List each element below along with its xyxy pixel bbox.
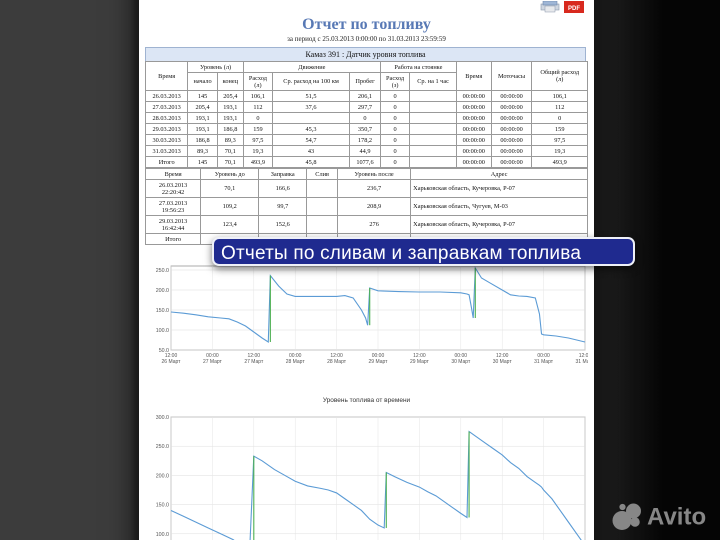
svg-text:100.0: 100.0 [156, 532, 169, 538]
svg-text:29 Март: 29 Март [369, 359, 389, 365]
svg-text:30 Март: 30 Март [451, 359, 471, 365]
svg-text:Avito: Avito [647, 504, 706, 531]
svg-text:28 Март: 28 Март [327, 359, 347, 365]
svg-text:200.0: 200.0 [156, 473, 169, 479]
svg-text:200.0: 200.0 [156, 288, 169, 294]
svg-text:150.0: 150.0 [156, 308, 169, 314]
svg-text:31 Март: 31 Март [534, 359, 554, 365]
svg-text:150.0: 150.0 [156, 503, 169, 509]
svg-text:100.0: 100.0 [156, 328, 169, 334]
svg-text:250.0: 250.0 [156, 268, 169, 274]
svg-text:300.0: 300.0 [156, 415, 169, 421]
svg-text:PDF: PDF [568, 6, 580, 12]
svg-text:29 Март: 29 Март [410, 359, 430, 365]
svg-text:27 Март: 27 Март [244, 359, 264, 365]
svg-text:30 Март: 30 Март [493, 359, 513, 365]
svg-text:27 Март: 27 Март [203, 359, 223, 365]
svg-text:250.0: 250.0 [156, 444, 169, 450]
svg-text:26 Март: 26 Март [162, 359, 182, 365]
svg-text:31 Март: 31 Март [576, 359, 588, 365]
svg-text:28 Март: 28 Март [286, 359, 306, 365]
